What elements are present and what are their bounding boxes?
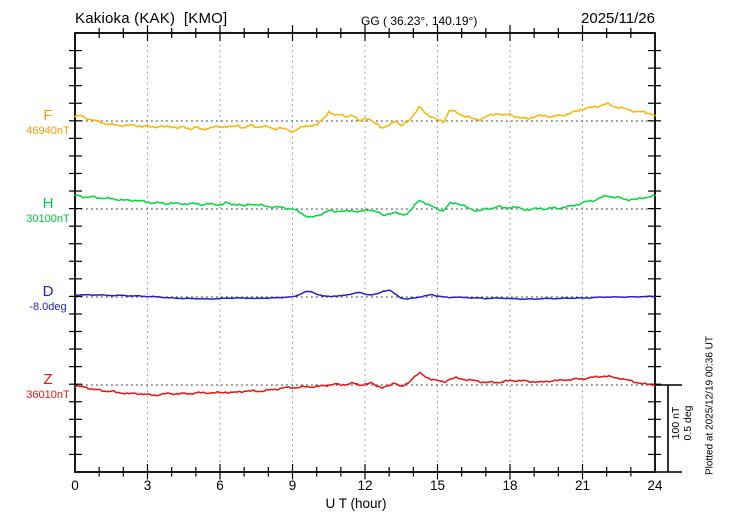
x-tick-label-6: 6: [216, 478, 224, 493]
channel-baseline-D: -8.0deg: [29, 301, 67, 313]
x-tick-label-18: 18: [502, 478, 518, 493]
x-tick-label-3: 3: [143, 478, 152, 493]
trace-H: [74, 194, 656, 218]
trace-F: [74, 102, 656, 133]
channel-label-H: H 30100nT: [6, 195, 90, 226]
observation-date: 2025/11/26: [581, 10, 655, 27]
gridlines: [147, 34, 583, 471]
x-tick-label-21: 21: [574, 478, 591, 493]
channel-letter-Z: Z: [43, 371, 53, 388]
geographic-coordinates: GG ( 36.23°, 140.19°): [361, 14, 478, 28]
tick-marks: [69, 25, 661, 480]
x-tick-label-24: 24: [647, 478, 663, 493]
plotted-timestamp-note: Plotted at 2025/12/19 00:36 UT: [704, 336, 716, 475]
channel-label-D: D -8.0deg: [6, 283, 90, 314]
traces: [74, 102, 656, 397]
channel-letter-F: F: [43, 107, 53, 124]
channel-baseline-F: 46940nT: [26, 125, 70, 137]
baselines: [76, 120, 654, 386]
x-tick-label-0: 0: [71, 478, 79, 493]
scale-bar-nt-label: 100 nT: [670, 406, 682, 440]
channel-letter-D: D: [42, 283, 54, 300]
channel-baseline-H: 30100nT: [26, 213, 70, 225]
scale-bar-deg-label: 0.5 deg: [682, 405, 694, 441]
channel-label-F: F 46940nT: [6, 107, 90, 138]
channel-letter-H: H: [42, 195, 54, 212]
plot-frame: [74, 32, 656, 473]
x-tick-label-12: 12: [357, 478, 373, 493]
scale-bar-label: 100 nT 0.5 deg: [670, 389, 696, 457]
x-tick-label-9: 9: [288, 478, 297, 493]
x-tick-label-15: 15: [429, 478, 446, 493]
channel-baseline-Z: 36010nT: [26, 389, 70, 401]
trace-Z: [74, 371, 656, 397]
channel-label-Z: Z 36010nT: [6, 371, 90, 402]
station-title: Kakioka (KAK) [KMO]: [75, 10, 228, 27]
trace-D: [74, 289, 656, 301]
scale-bar: [655, 384, 682, 473]
x-axis-title: U T (hour): [325, 496, 387, 511]
